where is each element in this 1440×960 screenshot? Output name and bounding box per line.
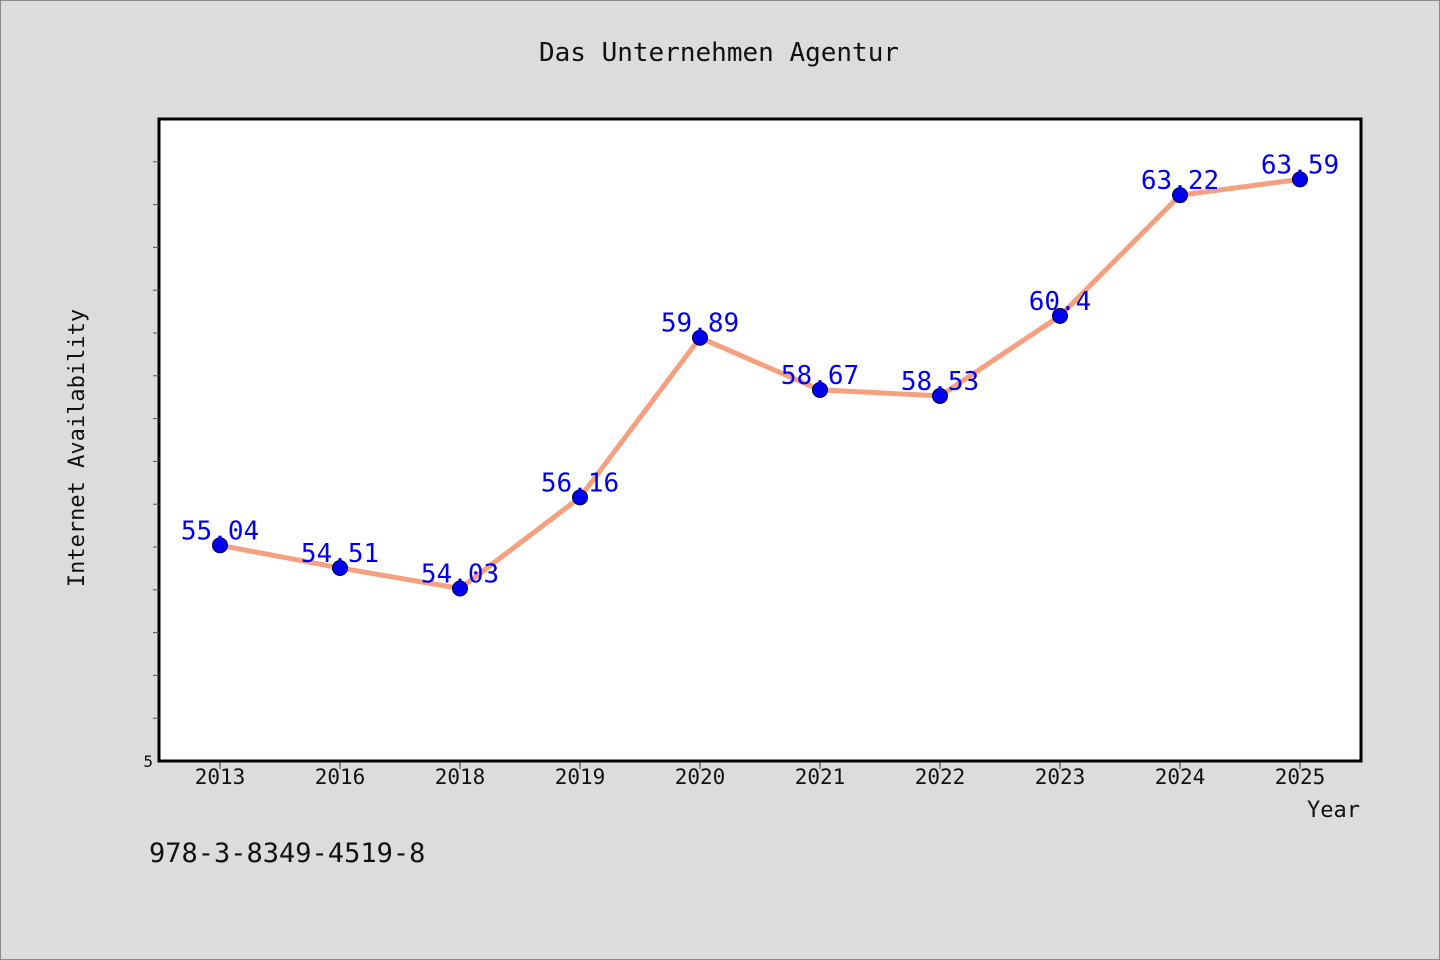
data-point <box>932 387 948 404</box>
data-label: 63.22 <box>1141 166 1219 196</box>
data-point-markers <box>212 171 1308 597</box>
data-label: 63.59 <box>1261 150 1339 180</box>
data-label: 58.67 <box>781 361 859 391</box>
x-tick-label: 2018 <box>435 765 486 789</box>
x-tick-label: 2013 <box>195 765 246 789</box>
chart-title: Das Unternehmen Agentur <box>539 38 899 68</box>
data-point <box>1292 171 1308 188</box>
x-tick-label: 2016 <box>315 765 366 789</box>
y-tick-label: 5 <box>143 752 153 771</box>
data-point <box>1172 187 1188 204</box>
x-tick-label: 2023 <box>1035 765 1086 789</box>
x-axis-ticks <box>219 761 1301 769</box>
data-label: 54.03 <box>421 560 499 590</box>
data-point <box>1052 307 1068 324</box>
data-point <box>212 537 228 554</box>
x-tick-label: 2020 <box>675 765 726 789</box>
data-point <box>572 489 588 506</box>
y-axis-label: Internet Availability <box>65 309 90 587</box>
x-tick-label: 2019 <box>555 765 606 789</box>
y-axis-tick-labels: 5 <box>143 752 153 771</box>
data-label: 54.51 <box>301 539 379 569</box>
data-label: 58.53 <box>901 367 979 397</box>
data-point-labels: 55.04 54.51 54.03 56.16 59.89 58.67 58.53 60.4 6… <box>181 150 1339 589</box>
x-axis-tick-labels: 2013 2016 2018 2019 2020 2021 2022 2023 2024 2025 <box>195 765 1326 789</box>
x-tick-label: 2025 <box>1275 765 1326 789</box>
x-tick-label: 2022 <box>915 765 966 789</box>
isbn-footer: 978-3-8349-4519-8 <box>149 838 425 869</box>
data-point <box>452 580 468 597</box>
data-point <box>332 559 348 576</box>
data-point <box>692 329 708 346</box>
y-axis-ticks <box>153 161 159 719</box>
data-label: 59.89 <box>661 309 739 339</box>
x-tick-label: 2024 <box>1155 765 1206 789</box>
data-label: 55.04 <box>181 516 259 546</box>
x-tick-label: 2021 <box>795 765 846 789</box>
plot-area <box>157 117 1363 763</box>
x-axis-label: Year <box>1307 798 1360 823</box>
data-label: 56.16 <box>541 468 619 498</box>
data-point <box>812 381 828 398</box>
series-line <box>217 176 1303 592</box>
data-label: 60.4 <box>1029 287 1092 317</box>
